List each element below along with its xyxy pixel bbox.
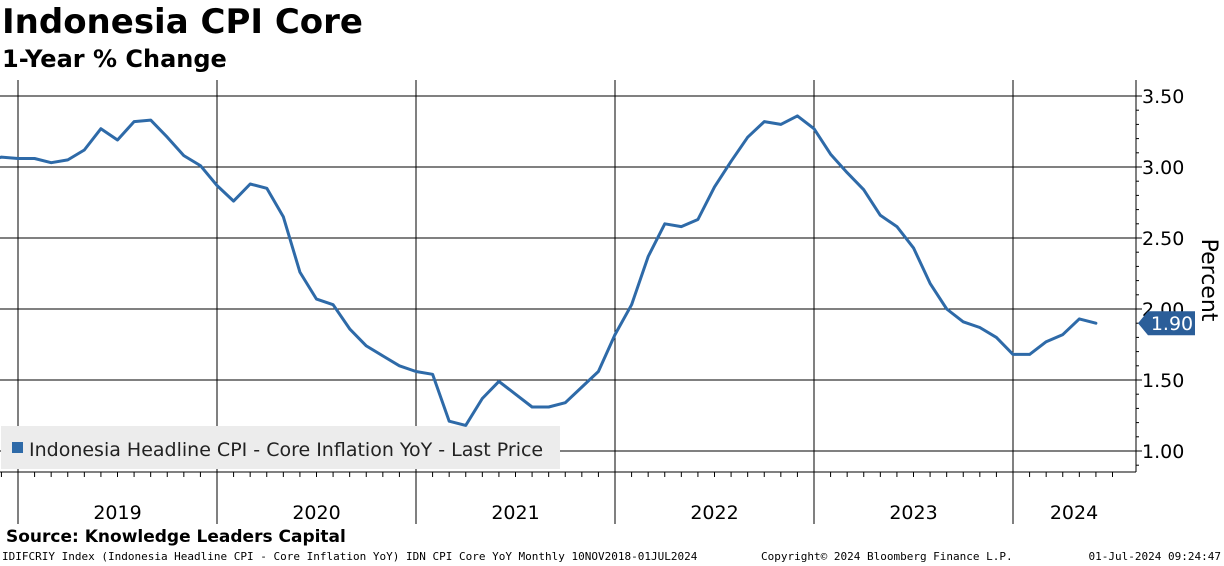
footer-index-description: IDIFCRIY Index (Indonesia Headline CPI -…: [2, 550, 698, 563]
data-point: [879, 214, 882, 217]
data-point: [481, 397, 484, 400]
chart-title: Indonesia CPI Core: [2, 2, 363, 42]
x-tick-label: 2021: [491, 502, 539, 524]
data-point: [663, 222, 666, 225]
last-price-tag: [1138, 311, 1195, 336]
x-tick-label: 2023: [889, 502, 937, 524]
data-point: [116, 138, 119, 142]
data-point: [796, 114, 799, 118]
data-point: [613, 333, 617, 336]
data-point: [497, 380, 501, 383]
data-point: [680, 225, 683, 228]
data-point: [99, 127, 103, 130]
data-point: [1028, 353, 1031, 356]
legend-label: Indonesia Headline CPI - Core Inflation …: [29, 439, 543, 461]
y-tick-label: 3.00: [1142, 157, 1184, 179]
y-tick-label: 2.50: [1142, 228, 1184, 250]
data-point: [1094, 322, 1098, 325]
source-note: Source: Knowledge Leaders Capital: [6, 527, 346, 547]
x-tick-label: 2024: [1050, 502, 1098, 524]
data-point: [763, 120, 766, 123]
data-point: [49, 161, 53, 164]
y-tick-label: 1.00: [1142, 441, 1184, 463]
data-point: [646, 255, 650, 258]
data-point: [248, 182, 252, 186]
data-point: [149, 118, 152, 122]
data-point: [348, 327, 351, 331]
footer-copyright: Copyright© 2024 Bloomberg Finance L.P.: [761, 550, 1013, 563]
data-point: [1078, 317, 1081, 321]
data-point: [962, 320, 965, 323]
data-point: [912, 246, 915, 250]
data-point: [381, 354, 385, 358]
data-point: [713, 185, 716, 189]
data-point: [779, 123, 783, 126]
data-point: [83, 148, 86, 152]
data-point: [132, 120, 136, 123]
data-point: [978, 326, 982, 329]
last-price-marker: 1.90: [1138, 311, 1195, 336]
legend-swatch: [12, 442, 23, 453]
data-point: [0, 155, 3, 159]
y-tick-label: 3.50: [1142, 86, 1184, 108]
data-point: [812, 127, 816, 130]
last-price-label: 1.90: [1151, 313, 1193, 335]
x-tick-label: 2019: [93, 502, 141, 524]
y-axis: 1.001.502.002.503.003.50: [1135, 80, 1184, 472]
data-point: [895, 225, 899, 228]
x-tick-label: 2020: [292, 502, 340, 524]
x-tick-label: 2022: [690, 502, 738, 524]
data-point: [829, 153, 832, 156]
data-point: [928, 282, 932, 285]
data-point: [1011, 353, 1015, 356]
legend-box: [1, 426, 560, 469]
data-point: [530, 405, 534, 409]
data-point: [1061, 333, 1064, 336]
data-point: [514, 393, 517, 396]
data-point: [580, 385, 584, 389]
data-point: [431, 373, 434, 376]
data-point: [398, 364, 401, 367]
data-point: [1044, 340, 1048, 343]
data-point: [995, 336, 998, 339]
y-axis-label: Percent: [1196, 239, 1221, 322]
data-point: [630, 303, 633, 306]
data-point: [199, 164, 202, 167]
data-point: [215, 184, 219, 187]
data-point: [464, 424, 467, 427]
series-line: [0, 114, 1098, 427]
data-point: [547, 405, 550, 409]
data-point: [265, 187, 268, 190]
data-point: [166, 135, 169, 139]
y-tick-label: 1.50: [1142, 370, 1184, 392]
x-axis: 2019 2020 2021 2022 2023 2024: [0, 471, 1136, 524]
footer-timestamp: 01-Jul-2024 09:24:47: [1088, 550, 1221, 563]
data-point: [746, 135, 749, 139]
data-point: [414, 370, 418, 373]
data-point: [365, 344, 368, 348]
data-point: [597, 370, 600, 373]
data-point: [315, 297, 318, 301]
data-point: [298, 270, 302, 274]
data-point: [447, 419, 451, 423]
data-point: [696, 218, 700, 221]
data-point: [845, 171, 849, 174]
data-point: [232, 199, 235, 203]
data-point: [16, 157, 20, 160]
chart-legend: Indonesia Headline CPI - Core Inflation …: [1, 426, 560, 469]
data-point: [729, 160, 733, 163]
data-point: [331, 303, 335, 306]
data-point: [564, 401, 567, 404]
chart-subtitle: 1-Year % Change: [2, 45, 227, 73]
data-point: [33, 157, 36, 160]
data-point: [862, 188, 865, 191]
data-point: [945, 307, 948, 311]
chart-series: [0, 114, 1098, 427]
data-point: [182, 154, 186, 157]
data-point: [282, 215, 285, 218]
data-point: [66, 158, 69, 162]
